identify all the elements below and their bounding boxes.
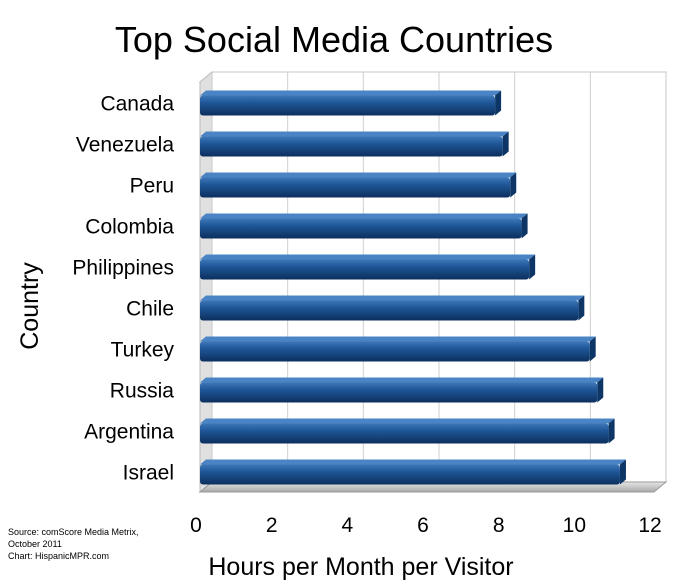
bar <box>200 90 502 116</box>
bar-top <box>200 131 509 137</box>
bar <box>200 295 585 321</box>
bar-top <box>200 254 536 260</box>
bar <box>200 377 604 403</box>
bar-top <box>200 459 626 465</box>
bar-top <box>200 172 517 178</box>
x-tick-label: 10 <box>563 514 586 537</box>
category-label: Chile <box>126 298 174 321</box>
bar-end <box>597 377 604 403</box>
category-label: Israel <box>123 462 174 485</box>
category-label: Argentina <box>84 421 174 444</box>
bar-top <box>200 418 615 424</box>
bar-top <box>200 295 585 301</box>
bar-top <box>200 336 596 342</box>
x-tick-label: 4 <box>341 514 353 537</box>
bar-top <box>200 90 502 96</box>
bars <box>200 90 626 485</box>
bar-front <box>200 341 590 362</box>
category-label: Turkey <box>111 339 175 362</box>
bar-front <box>200 136 503 157</box>
bar-end <box>578 295 585 321</box>
bar-front <box>200 464 620 485</box>
bar-top <box>200 377 604 383</box>
x-tick-label: 6 <box>417 514 429 537</box>
y-axis-title: Country <box>16 262 44 350</box>
bar-end <box>619 459 626 485</box>
bar <box>200 213 528 239</box>
bar-front <box>200 259 530 280</box>
bar <box>200 336 596 362</box>
bar-front <box>200 95 496 116</box>
source-line-1: Source: comScore Media Metrix, <box>8 527 139 537</box>
x-tick-label: 0 <box>190 514 202 537</box>
bar <box>200 459 626 485</box>
bar <box>200 254 536 280</box>
chart-title: Top Social Media Countries <box>115 19 553 60</box>
bar-end <box>529 254 536 280</box>
category-label: Venezuela <box>76 134 174 157</box>
bar-end <box>510 172 517 198</box>
source-note: Source: comScore Media Metrix, October 2… <box>8 527 139 561</box>
bar <box>200 418 615 444</box>
bar-end <box>521 213 528 239</box>
bar <box>200 172 517 198</box>
category-label: Philippines <box>72 257 174 280</box>
x-tick-label: 8 <box>493 514 505 537</box>
x-tick-labels: 0 2 4 6 8 10 12 <box>190 514 662 537</box>
plot-area <box>198 70 668 494</box>
x-tick-label: 12 <box>638 514 661 537</box>
source-line-2: October 2011 <box>8 539 62 549</box>
bar <box>200 131 509 157</box>
bar-front <box>200 423 609 444</box>
bar-front <box>200 218 522 239</box>
x-axis-title: Hours per Month per Visitor <box>208 553 513 581</box>
bar-end <box>502 131 509 157</box>
source-line-3: Chart: HispanicMPR.com <box>8 551 109 561</box>
bar-end <box>495 90 502 116</box>
bar-top <box>200 213 528 219</box>
category-label: Colombia <box>85 216 174 239</box>
bar-front <box>200 382 598 403</box>
bar-front <box>200 177 511 198</box>
category-label: Peru <box>130 175 174 198</box>
x-tick-label: 2 <box>266 514 278 537</box>
category-label: Canada <box>100 93 174 116</box>
bar-end <box>589 336 596 362</box>
category-label: Russia <box>110 380 175 403</box>
bar-front <box>200 300 579 321</box>
category-labels: Canada Venezuela Peru Colombia Philippines Ch… <box>72 93 174 485</box>
bar-end <box>608 418 615 444</box>
